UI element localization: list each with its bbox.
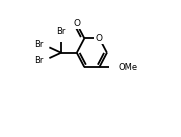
Text: OMe: OMe	[119, 63, 138, 72]
Text: O: O	[73, 19, 80, 28]
Text: Br: Br	[56, 27, 66, 36]
Text: O: O	[96, 34, 103, 43]
Text: Br: Br	[34, 40, 43, 49]
Text: Br: Br	[34, 56, 43, 65]
